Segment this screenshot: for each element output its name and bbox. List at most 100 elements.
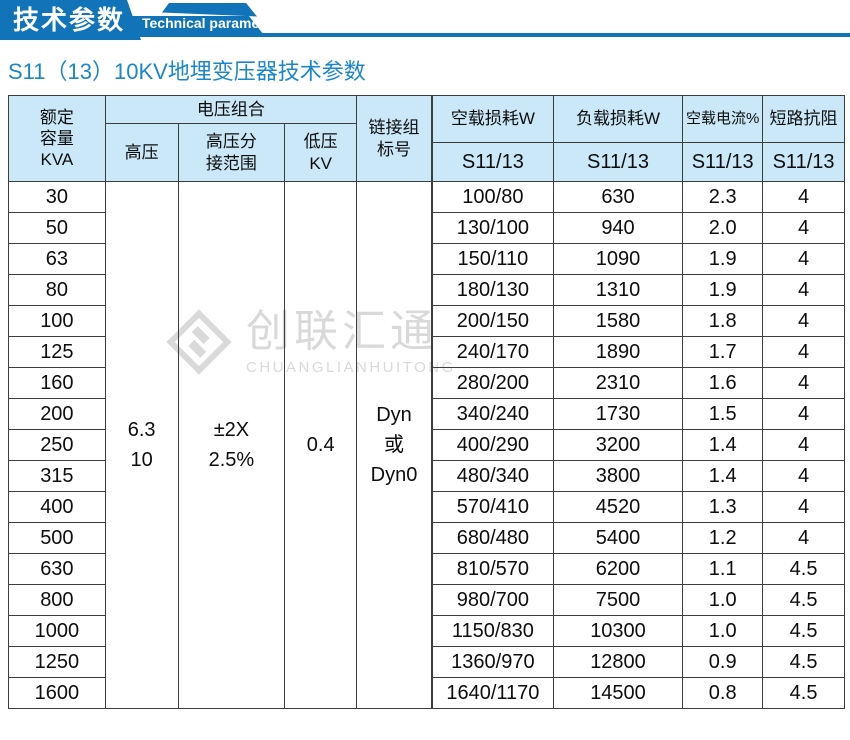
table-row: 500 — [8, 522, 432, 554]
load-loss-cell: 1730 — [552, 398, 684, 430]
capacity-cell: 800 — [8, 584, 106, 616]
no-load-loss-cell: 1640/1170 — [431, 677, 554, 709]
header-load-loss: 负载损耗W — [552, 95, 684, 143]
section-ribbon: 技术参数 Technical parameter — [0, 0, 850, 42]
ribbon-title-en: Technical parameter — [142, 15, 278, 31]
no-load-loss-cell: 980/700 — [431, 584, 554, 616]
capacity-cell: 63 — [8, 243, 106, 275]
impedance-cell: 4 — [762, 181, 845, 213]
no-load-current-cell: 1.6 — [682, 367, 764, 399]
load-loss-cell: 6200 — [552, 553, 684, 585]
merged-vector-group-cell: Dyn 或 Dyn0 — [356, 181, 432, 709]
page-title: S11（13）10KV地埋变压器技术参数 — [8, 59, 366, 84]
load-loss-cell: 1090 — [552, 243, 684, 275]
table-row: 315 — [8, 460, 432, 492]
table-row: 200 — [8, 398, 432, 430]
load-loss-cell: 1890 — [552, 336, 684, 368]
impedance-cell: 4.5 — [762, 646, 845, 678]
load-loss-cell: 7500 — [552, 584, 684, 616]
impedance-cell: 4.5 — [762, 677, 845, 709]
table-right-section: 空载损耗W 负载损耗W 空载电流% 短路抗阻 S11/13 S11/13 S11… — [431, 95, 845, 709]
merged-high-voltage-cell: 6.3 10 — [104, 181, 179, 709]
table-row: 180/130 1310 1.9 4 — [431, 274, 845, 306]
capacity-cell: 250 — [8, 429, 106, 461]
no-load-current-cell: 2.3 — [682, 181, 764, 213]
table-row: 200/150 1580 1.8 4 — [431, 305, 845, 337]
no-load-loss-cell: 810/570 — [431, 553, 554, 585]
no-load-loss-cell: 1360/970 — [431, 646, 554, 678]
impedance-cell: 4 — [762, 460, 845, 492]
table-row: 480/340 3800 1.4 4 — [431, 460, 845, 492]
impedance-cell: 4 — [762, 243, 845, 275]
no-load-current-cell: 1.0 — [682, 615, 764, 647]
no-load-current-cell: 1.0 — [682, 584, 764, 616]
table-left-section: 额定 容量 KVA 电压组合 链接组 标号 高压 高压分 接范围 低压 KV 3… — [8, 95, 432, 709]
impedance-cell: 4 — [762, 491, 845, 523]
ribbon-title-cn: 技术参数 — [13, 5, 126, 35]
table-row: 30 6.3 10 ±2X 2.5% 0.4 Dyn 或 Dyn0 — [8, 181, 432, 709]
no-load-loss-cell: 480/340 — [431, 460, 554, 492]
table-row: 280/200 2310 1.6 4 — [431, 367, 845, 399]
impedance-cell: 4 — [762, 398, 845, 430]
impedance-cell: 4 — [762, 367, 845, 399]
no-load-current-cell: 1.7 — [682, 336, 764, 368]
table-row: 63 — [8, 243, 432, 275]
table-right-body: 100/80 630 2.3 4 130/100 940 2.0 4 150/110 1090 1.… — [431, 181, 845, 709]
load-loss-cell: 630 — [552, 181, 684, 213]
load-loss-cell: 12800 — [552, 646, 684, 678]
load-loss-cell: 3200 — [552, 429, 684, 461]
header-high-voltage: 高压 — [104, 123, 179, 182]
table-row: 1360/970 12800 0.9 4.5 — [431, 646, 845, 678]
no-load-current-cell: 1.9 — [682, 243, 764, 275]
impedance-cell: 4 — [762, 429, 845, 461]
load-loss-cell: 4520 — [552, 491, 684, 523]
capacity-cell: 200 — [8, 398, 106, 430]
no-load-loss-cell: 180/130 — [431, 274, 554, 306]
no-load-loss-cell: 240/170 — [431, 336, 554, 368]
header-model-s11-13: S11/13 — [682, 142, 764, 182]
no-load-current-cell: 1.1 — [682, 553, 764, 585]
no-load-loss-cell: 130/100 — [431, 212, 554, 244]
table-row: 1600 — [8, 677, 432, 709]
capacity-cell: 400 — [8, 491, 106, 523]
capacity-cell: 125 — [8, 336, 106, 368]
table-row: 250 — [8, 429, 432, 461]
capacity-cell: 1600 — [8, 677, 106, 709]
no-load-current-cell: 1.2 — [682, 522, 764, 554]
header-low-voltage: 低压 KV — [284, 123, 358, 182]
table-row: 400/290 3200 1.4 4 — [431, 429, 845, 461]
table-row: 340/240 1730 1.5 4 — [431, 398, 845, 430]
table-row: 150/110 1090 1.9 4 — [431, 243, 845, 275]
impedance-cell: 4.5 — [762, 615, 845, 647]
no-load-current-cell: 1.4 — [682, 460, 764, 492]
load-loss-cell: 940 — [552, 212, 684, 244]
capacity-cell: 1250 — [8, 646, 106, 678]
table-row: 1150/830 10300 1.0 4.5 — [431, 615, 845, 647]
table-row: 810/570 6200 1.1 4.5 — [431, 553, 845, 585]
capacity-cell: 160 — [8, 367, 106, 399]
capacity-cell: 80 — [8, 274, 106, 306]
header-rated-capacity: 额定 容量 KVA — [8, 95, 106, 182]
table-row: 570/410 4520 1.3 4 — [431, 491, 845, 523]
table-row: 980/700 7500 1.0 4.5 — [431, 584, 845, 616]
load-loss-cell: 10300 — [552, 615, 684, 647]
impedance-cell: 4 — [762, 336, 845, 368]
no-load-loss-cell: 280/200 — [431, 367, 554, 399]
no-load-current-cell: 1.3 — [682, 491, 764, 523]
table-row: 130/100 940 2.0 4 — [431, 212, 845, 244]
no-load-current-cell: 1.9 — [682, 274, 764, 306]
header-tap-range: 高压分 接范围 — [177, 123, 286, 182]
table-row: 80 — [8, 274, 432, 306]
table-row: 240/170 1890 1.7 4 — [431, 336, 845, 368]
load-loss-cell: 3800 — [552, 460, 684, 492]
no-load-loss-cell: 570/410 — [431, 491, 554, 523]
no-load-loss-cell: 340/240 — [431, 398, 554, 430]
impedance-cell: 4.5 — [762, 553, 845, 585]
no-load-current-cell: 0.8 — [682, 677, 764, 709]
no-load-current-cell: 1.4 — [682, 429, 764, 461]
table-row: 100 — [8, 305, 432, 337]
no-load-current-cell: 2.0 — [682, 212, 764, 244]
header-vector-group: 链接组 标号 — [356, 95, 432, 182]
load-loss-cell: 1580 — [552, 305, 684, 337]
load-loss-cell: 2310 — [552, 367, 684, 399]
